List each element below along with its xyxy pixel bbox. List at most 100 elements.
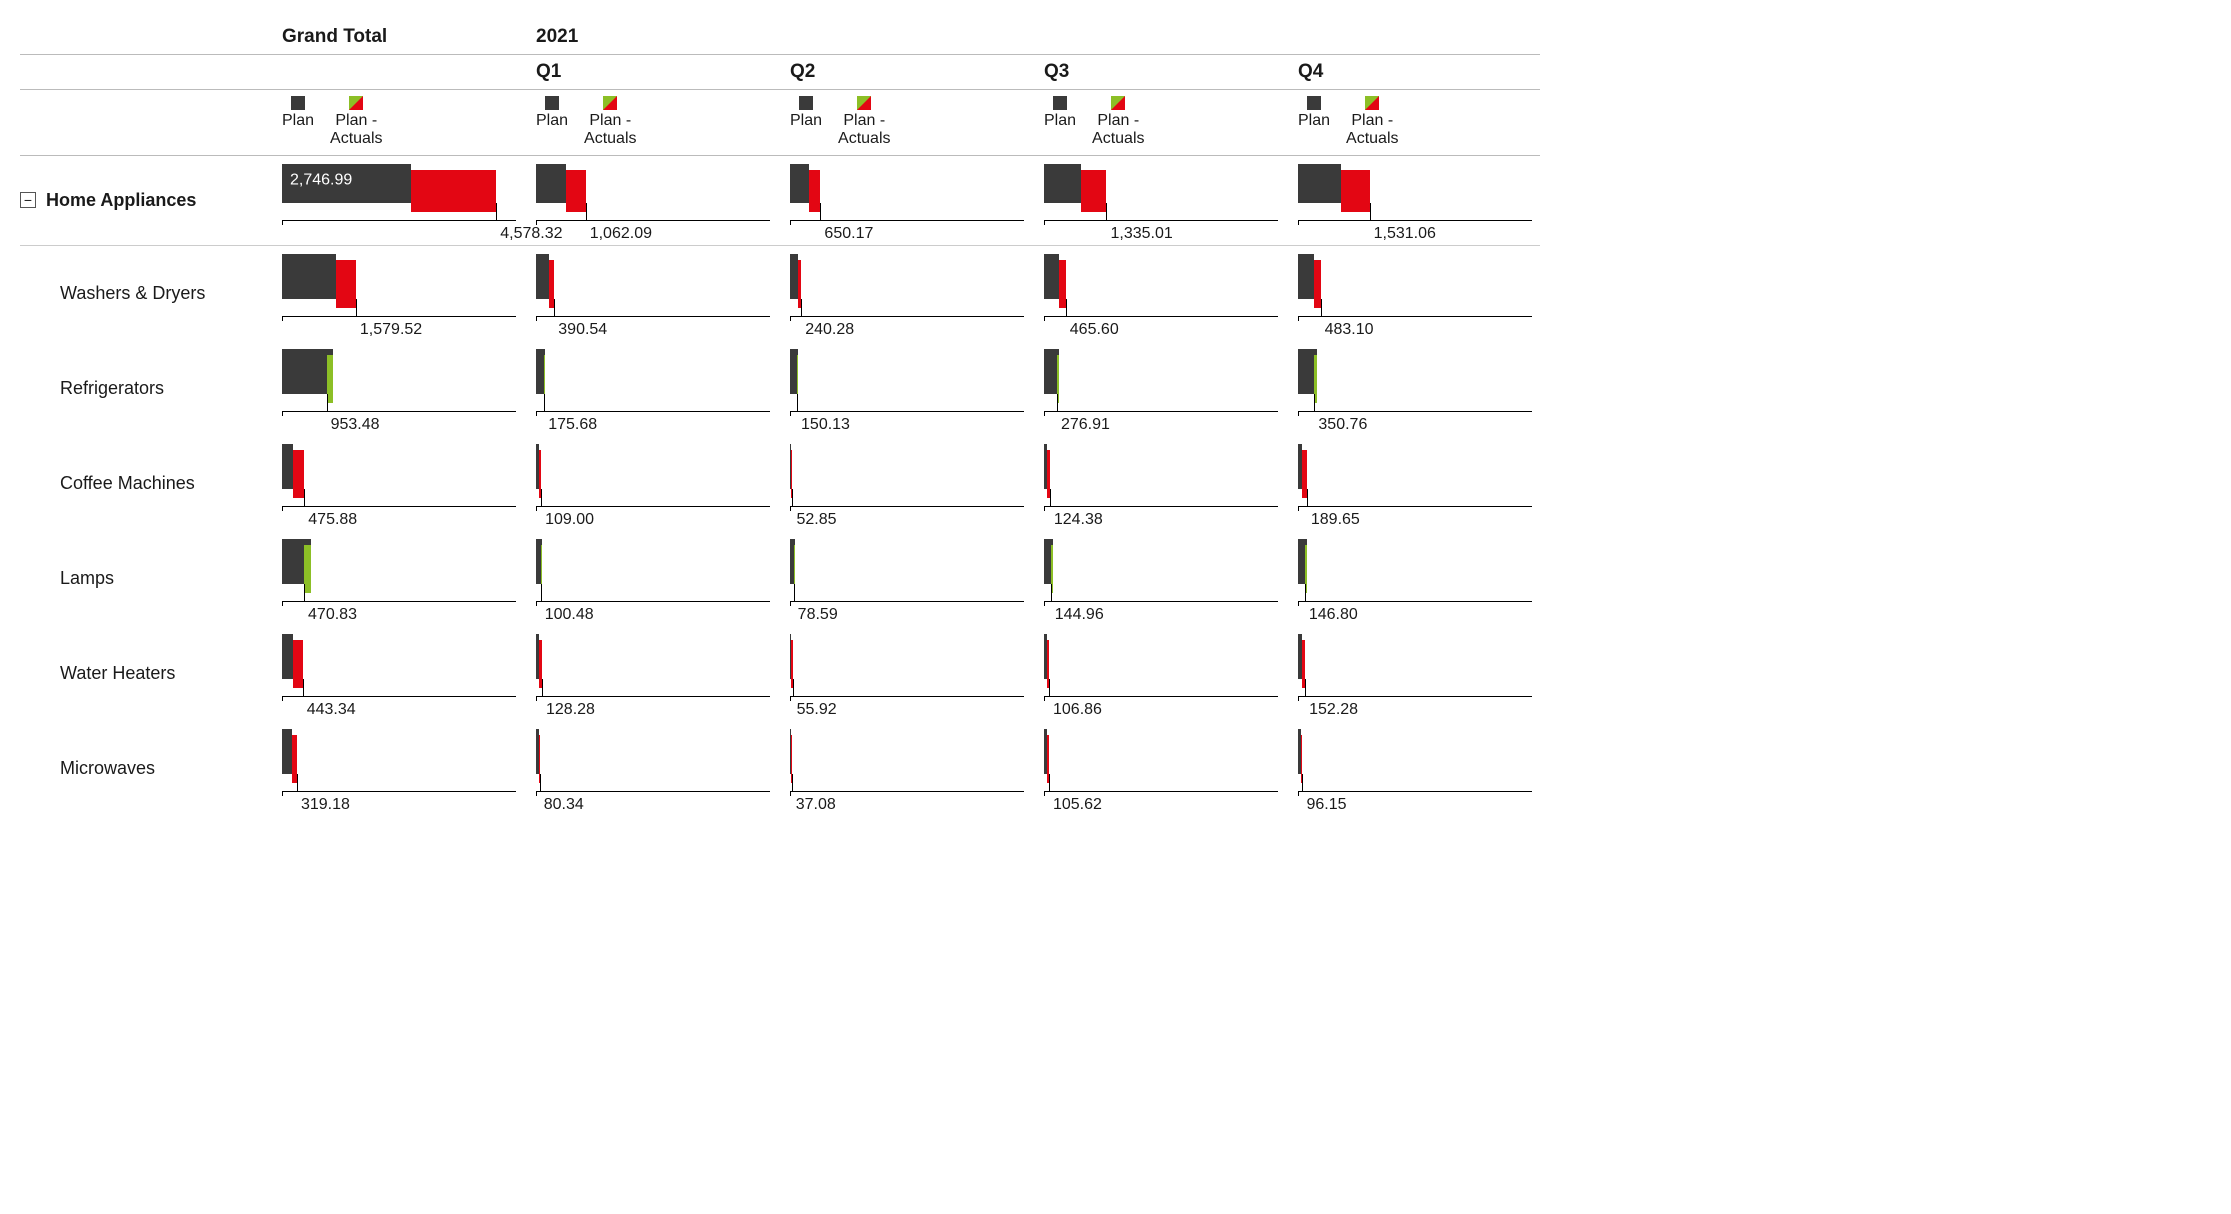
axis-line xyxy=(1044,506,1278,507)
bar-area xyxy=(282,729,516,792)
bar-area xyxy=(1044,539,1278,602)
axis-line xyxy=(536,791,770,792)
axis-line xyxy=(536,601,770,602)
total-value-label: 152.28 xyxy=(1309,701,1358,719)
axis-line xyxy=(282,220,516,221)
plan-bar: 2,746.99 xyxy=(282,164,411,203)
total-value-label: 78.59 xyxy=(798,606,838,624)
legend-q3: PlanPlan - Actuals xyxy=(1032,90,1286,156)
axis-line xyxy=(282,601,516,602)
legend-grand_total: PlanPlan - Actuals xyxy=(270,90,524,156)
cell-home_appliances-grand_total: 2,746.994,578.32 xyxy=(270,156,524,246)
cell-lamps-q4: 146.80 xyxy=(1286,531,1540,626)
variance-bar xyxy=(809,170,821,212)
cell-microwaves-grand_total: 319.18 xyxy=(270,721,524,816)
variance-bar xyxy=(1081,170,1106,212)
axis-line xyxy=(536,696,770,697)
bar-area xyxy=(536,164,770,221)
total-marker xyxy=(304,584,305,602)
axis-tick xyxy=(1298,221,1299,225)
total-marker xyxy=(541,489,542,507)
bar-area xyxy=(1298,539,1532,602)
bar-area xyxy=(790,349,1024,412)
total-value-label: 52.85 xyxy=(796,511,836,529)
axis-tick xyxy=(1298,792,1299,796)
axis-line xyxy=(1044,601,1278,602)
axis-tick xyxy=(282,317,283,321)
total-marker xyxy=(297,774,298,792)
plan-bar xyxy=(1044,164,1081,203)
legend-variance-label: Plan - Actuals xyxy=(584,112,636,149)
variance-swatch-icon xyxy=(603,96,617,110)
cell-coffee_machines-q3: 124.38 xyxy=(1032,436,1286,531)
total-value-label: 37.08 xyxy=(796,796,836,814)
axis-tick xyxy=(536,792,537,796)
total-marker xyxy=(540,774,541,792)
axis-tick xyxy=(536,602,537,606)
variance-bar xyxy=(304,545,311,593)
total-value-label: 146.80 xyxy=(1309,606,1358,624)
legend-plan: Plan xyxy=(536,96,568,130)
plan-bar xyxy=(536,254,549,299)
bar-area xyxy=(282,349,516,412)
total-value-label: 390.54 xyxy=(558,321,607,339)
bar-area xyxy=(1044,634,1278,697)
total-marker xyxy=(327,394,328,412)
cell-water_heaters-q3: 106.86 xyxy=(1032,626,1286,721)
total-value-label: 650.17 xyxy=(824,225,873,243)
subheader-blank xyxy=(20,55,270,90)
total-value-label: 1,335.01 xyxy=(1110,225,1172,243)
total-marker xyxy=(541,584,542,602)
axis-tick xyxy=(1298,602,1299,606)
cell-microwaves-q3: 105.62 xyxy=(1032,721,1286,816)
axis-tick xyxy=(1044,792,1045,796)
row-label-text: Home Appliances xyxy=(46,190,196,211)
cell-water_heaters-q2: 55.92 xyxy=(778,626,1032,721)
bar-area xyxy=(1298,349,1532,412)
total-value-label: 100.48 xyxy=(545,606,594,624)
total-value-label: 124.38 xyxy=(1054,511,1103,529)
bar-area xyxy=(536,349,770,412)
variance-bar xyxy=(566,170,586,212)
legend-plan-label: Plan xyxy=(790,112,822,130)
bar-area xyxy=(1298,164,1532,221)
col-subheader-q1: Q1 xyxy=(524,55,778,90)
axis-tick xyxy=(790,792,791,796)
legend-plan-label: Plan xyxy=(1298,112,1330,130)
cell-water_heaters-q4: 152.28 xyxy=(1286,626,1540,721)
expand-toggle-icon[interactable]: − xyxy=(20,192,36,208)
total-value-label: 189.65 xyxy=(1311,511,1360,529)
variance-bar xyxy=(1314,260,1321,308)
variance-table: Grand Total2021Q1Q2Q3Q4PlanPlan - Actual… xyxy=(20,20,1540,816)
legend-variance-label: Plan - Actuals xyxy=(330,112,382,149)
row-label-home_appliances[interactable]: −Home Appliances xyxy=(20,156,270,246)
axis-line xyxy=(282,791,516,792)
axis-tick xyxy=(282,412,283,416)
axis-tick xyxy=(282,221,283,225)
axis-tick xyxy=(790,602,791,606)
cell-washers_dryers-q2: 240.28 xyxy=(778,246,1032,341)
row-label-text: Refrigerators xyxy=(60,378,164,399)
row-label-text: Microwaves xyxy=(60,758,155,779)
axis-line xyxy=(790,601,1024,602)
axis-line xyxy=(790,791,1024,792)
bar-area xyxy=(536,729,770,792)
legend-variance-label: Plan - Actuals xyxy=(838,112,890,149)
axis-line xyxy=(1298,601,1532,602)
axis-tick xyxy=(282,602,283,606)
plan-bar xyxy=(282,444,293,489)
bar-area xyxy=(282,539,516,602)
cell-washers_dryers-grand_total: 1,579.52 xyxy=(270,246,524,341)
cell-coffee_machines-q2: 52.85 xyxy=(778,436,1032,531)
legend-variance: Plan - Actuals xyxy=(330,96,382,149)
axis-line xyxy=(790,411,1024,412)
axis-line xyxy=(1298,791,1532,792)
total-value-label: 953.48 xyxy=(331,416,380,434)
col-subheader-q4: Q4 xyxy=(1286,55,1540,90)
legend-variance: Plan - Actuals xyxy=(838,96,890,149)
axis-line xyxy=(790,696,1024,697)
total-marker xyxy=(1049,774,1050,792)
plan-bar xyxy=(282,634,293,679)
cell-lamps-q2: 78.59 xyxy=(778,531,1032,626)
cell-refrigerators-q1: 175.68 xyxy=(524,341,778,436)
